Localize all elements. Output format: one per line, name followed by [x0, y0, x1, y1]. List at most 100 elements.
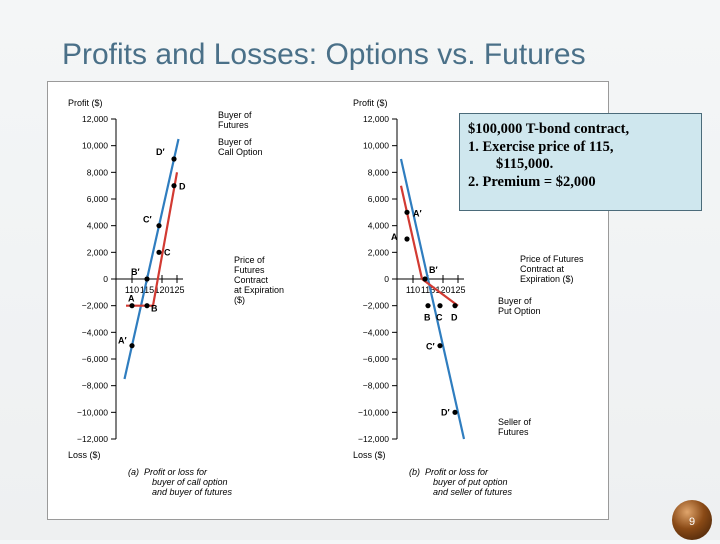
chart1-point-label: B′ — [131, 267, 140, 277]
chart1-x-tick-label: 115 — [140, 285, 154, 295]
slide-title: Profits and Losses: Options vs. Futures — [62, 38, 586, 71]
chart1-point — [144, 303, 150, 309]
chart2-y-top-label: Profit ($) — [353, 98, 388, 108]
chart1-x-tick-label: 110 — [125, 285, 139, 295]
chart2-point-label: D — [451, 313, 458, 323]
chart1-caption-label: (a) — [128, 467, 139, 477]
chart1-series-line-1 — [126, 172, 179, 307]
chart2-series-line-0 — [399, 158, 466, 440]
chart1-point-label: C — [164, 247, 171, 257]
chart2-series-label: Seller of — [498, 417, 532, 427]
chart2-x-axis-label: Contract at — [520, 264, 565, 274]
chart2-series-line-1 — [399, 185, 459, 307]
chart1-point-label: A — [128, 294, 135, 304]
page-number-badge: 9 — [672, 500, 712, 540]
chart2-point — [452, 409, 458, 415]
chart1-x-axis-label: Contract — [234, 275, 269, 285]
chart1-x-tick-label: 120 — [154, 285, 169, 295]
chart1-y-tick-label: 0 — [103, 274, 108, 284]
chart2-x-tick-label: 110 — [406, 285, 420, 295]
chart2-x-tick-label: 125 — [450, 285, 465, 295]
chart2-y-tick-label: 10,000 — [363, 141, 389, 151]
chart1-y-tick-label: 8,000 — [87, 167, 109, 177]
chart2-caption: and seller of futures — [433, 487, 513, 497]
note-line-4: 2. Premium = $2,000 — [468, 173, 596, 190]
chart2-x-axis-label: Price of Futures — [520, 254, 584, 264]
chart2-y-bottom-label: Loss ($) — [353, 450, 386, 460]
note-line-3: $115,000. — [496, 156, 554, 172]
chart1-y-tick-label: −10,000 — [77, 407, 108, 417]
chart2-series-label: Buyer of — [498, 296, 532, 306]
note-line-1: $100,000 T-bond contract, — [468, 121, 630, 137]
chart1-y-tick-label: 4,000 — [87, 221, 109, 231]
chart1-y-tick-label: −12,000 — [77, 434, 108, 444]
chart1-point-label: D — [179, 182, 186, 192]
chart1-series-label: Futures — [218, 120, 249, 130]
chart2-y-tick-label: −8,000 — [363, 381, 390, 391]
contract-note: $100,000 T-bond contract, 1. Exercise pr… — [459, 113, 702, 211]
chart1-x-axis-label: at Expiration — [234, 285, 284, 295]
chart2-y-tick-label: −12,000 — [358, 434, 389, 444]
chart2-x-tick-label: 120 — [435, 285, 450, 295]
chart2-point-label: B — [424, 313, 431, 323]
chart2-point-label: C — [436, 313, 443, 323]
chart1-x-axis-label: Futures — [234, 265, 265, 275]
figure-svg: 12,000 10,000 8,000 6,000 4,000 2,000 0 −2,000 −… — [68, 98, 584, 497]
chart1-series-label: Buyer of — [218, 137, 252, 147]
chart1-x-axis-label: Price of — [234, 255, 265, 265]
chart2-y-tick-label: 8,000 — [368, 167, 390, 177]
chart1-caption: Profit or loss for — [144, 467, 208, 477]
chart1-y-tick-label: −4,000 — [82, 327, 109, 337]
chart2-point — [437, 343, 443, 349]
chart1-y-tick-label: 10,000 — [82, 141, 108, 151]
chart2-y-tick-label: 2,000 — [368, 247, 390, 257]
chart2-point-label: A′ — [413, 208, 422, 218]
chart2-point — [437, 303, 443, 309]
chart1-point — [144, 276, 150, 282]
chart2-x-tick-label: 115 — [421, 285, 435, 295]
chart1-point-label: B — [151, 304, 158, 314]
chart1-point-label: D′ — [156, 147, 165, 157]
chart2-point — [404, 236, 410, 242]
chart2-y-tick-label: −10,000 — [358, 407, 389, 417]
chart1-point — [156, 249, 162, 255]
chart1-y-tick-label: 6,000 — [87, 194, 109, 204]
chart2-x-axis-label: Expiration ($) — [520, 274, 574, 284]
chart2-y-tick-label: 6,000 — [368, 194, 390, 204]
chart1-point — [129, 343, 135, 349]
note-line-2: 1. Exercise price of 115, — [468, 138, 614, 155]
chart2-y-tick-label: 12,000 — [363, 114, 389, 124]
chart2-caption-label: (b) — [409, 467, 420, 477]
chart1-y-tick-label: 12,000 — [82, 114, 108, 124]
chart2-y-tick-label: 0 — [384, 274, 389, 284]
chart2-series-label: Futures — [498, 427, 529, 437]
chart1-point — [156, 223, 162, 229]
chart2-y-tick-label: 4,000 — [368, 221, 390, 231]
chart1-x-axis-label: ($) — [234, 295, 245, 305]
chart2-point — [452, 303, 458, 309]
chart1-y-tick-label: −2,000 — [82, 301, 109, 311]
chart2-y-tick-label: −4,000 — [363, 327, 390, 337]
chart2-point-label: A — [391, 232, 398, 242]
chart1-series-label: Call Option — [218, 147, 263, 157]
chart2-point — [425, 303, 431, 309]
chart1-series-line-0 — [123, 138, 180, 380]
chart2-series-label: Put Option — [498, 306, 541, 316]
chart1-y-top-label: Profit ($) — [68, 98, 103, 108]
chart2-point — [422, 276, 428, 282]
chart1-point — [171, 156, 177, 162]
chart1-y-tick-label: 2,000 — [87, 247, 109, 257]
chart1-x-tick-label: 125 — [169, 285, 184, 295]
chart1-point — [129, 303, 135, 309]
chart1-y-tick-label: −8,000 — [82, 381, 109, 391]
chart2-caption: Profit or loss for — [425, 467, 489, 477]
chart2-y-tick-label: −2,000 — [363, 301, 390, 311]
chart1-caption: and buyer of futures — [152, 487, 233, 497]
chart2-point-label: D′ — [441, 407, 450, 417]
chart2-point-label: C′ — [426, 342, 435, 352]
chart1-point-label: A′ — [118, 336, 127, 346]
chart1-y-tick-label: −6,000 — [82, 354, 109, 364]
chart2-point-label: B′ — [429, 265, 438, 275]
chart1-series-label: Buyer of — [218, 110, 252, 120]
chart1-caption: buyer of call option — [152, 477, 228, 487]
